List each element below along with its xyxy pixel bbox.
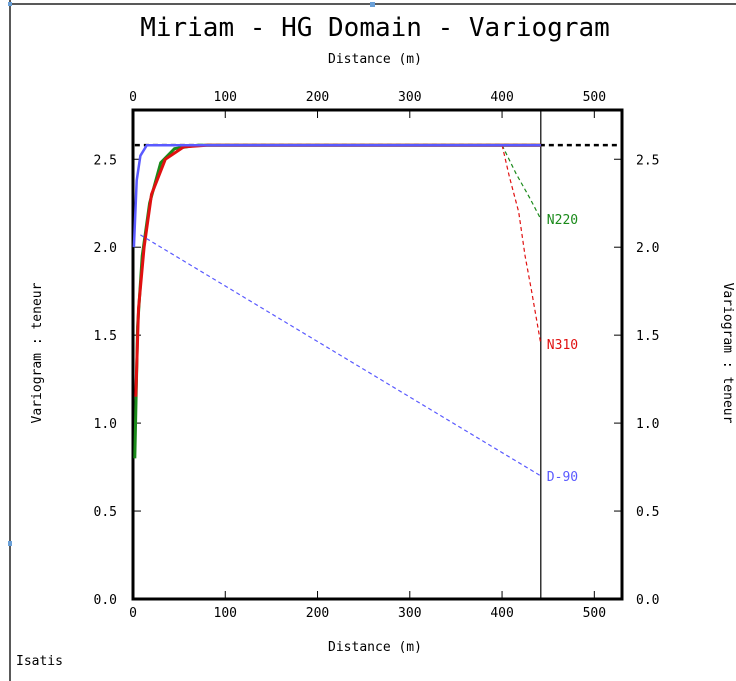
x-tick-label-top: 0 [129,90,137,105]
selection-handle-top-left[interactable] [8,2,12,6]
series-experimental-d-90 [140,234,542,477]
x-axis-title-top: Distance (m) [328,52,422,67]
y-axis-title-right: Variogram : teneur [720,283,735,424]
x-tick-label-top: 300 [398,90,421,105]
series-model-n310 [134,143,541,397]
y-tick-label-right: 1.0 [636,417,659,432]
y-tick-label-left: 0.0 [94,593,117,608]
y-tick-label-left: 2.0 [94,241,117,256]
plot-frame [131,108,624,601]
y-tick-label-left: 1.5 [94,329,117,344]
y-tick-label-right: 2.5 [636,153,659,168]
series-model-d-90 [132,143,541,248]
series-model-n220 [133,143,541,459]
x-tick-label-bottom: 300 [398,606,421,621]
x-tick-label-bottom: 200 [306,606,329,621]
y-tick-label-right: 2.0 [636,241,659,256]
x-axis-title-bottom: Distance (m) [328,640,422,655]
x-tick-label-bottom: 100 [214,606,237,621]
x-tick-label-bottom: 500 [583,606,606,621]
y-tick-label-right: 0.0 [636,593,659,608]
x-tick-label-top: 200 [306,90,329,105]
y-tick-label-right: 0.5 [636,505,659,520]
x-tick-label-top: 100 [214,90,237,105]
y-tick-label-left: 0.5 [94,505,117,520]
y-axis-title-left: Variogram : teneur [30,282,45,423]
selection-handle-top-center[interactable] [370,2,375,7]
chart-title: Miriam - HG Domain - Variogram [140,13,610,43]
y-tick-label-right: 1.5 [636,329,659,344]
x-tick-label-bottom: 400 [490,606,513,621]
footer-label: Isatis [16,654,63,669]
y-tick-label-left: 1.0 [94,417,117,432]
plot-area: 0 0 100 100 200 200 300 300 400 400 500 500 0.0 0.0 0.… [94,90,660,621]
x-tick-label-top: 500 [583,90,606,105]
y-tick-label-left: 2.5 [94,153,117,168]
x-tick-label-top: 400 [490,90,513,105]
series-experimental-n220 [501,144,542,220]
series-label-n220: N220 [547,213,578,228]
series-experimental-n310 [501,145,542,345]
series-label-n310: N310 [547,338,578,353]
selection-handle-left-middle[interactable] [8,541,12,546]
series-label-d-90: D-90 [547,470,578,485]
x-tick-label-bottom: 0 [129,606,137,621]
